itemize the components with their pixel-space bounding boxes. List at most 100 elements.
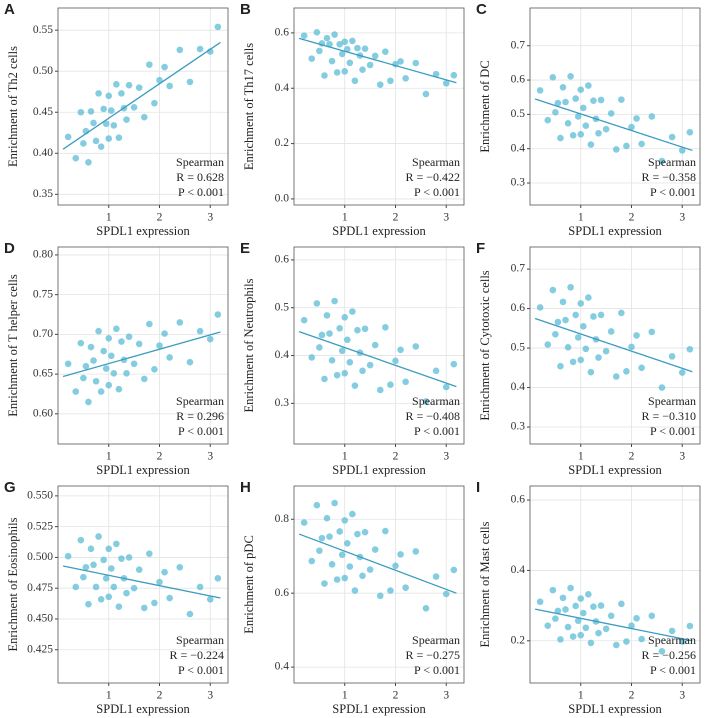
plot-background xyxy=(530,486,700,683)
stat-annotation: P < 0.001 xyxy=(178,424,224,438)
point xyxy=(552,330,559,338)
point xyxy=(577,595,585,602)
point xyxy=(544,116,552,124)
point xyxy=(123,370,130,377)
stat-annotation: Spearman xyxy=(648,633,696,647)
stat-annotation: Spearman xyxy=(176,155,224,169)
point xyxy=(607,110,615,117)
point xyxy=(658,157,666,165)
y-tick-label: 0.4 xyxy=(511,381,526,393)
point xyxy=(354,44,361,52)
plot-background xyxy=(58,8,228,205)
point xyxy=(331,31,338,38)
point xyxy=(80,140,87,147)
point xyxy=(618,309,625,317)
y-axis-title: Enrichment of pDC xyxy=(242,535,256,634)
point xyxy=(678,369,686,376)
x-axis-title: SPDL1 expression xyxy=(96,463,190,477)
point xyxy=(349,37,356,45)
point xyxy=(300,316,308,324)
point xyxy=(354,326,361,334)
point xyxy=(577,300,585,307)
y-tick-label: 0.50 xyxy=(33,65,53,77)
point xyxy=(574,334,582,341)
point xyxy=(628,123,635,131)
point xyxy=(562,316,569,324)
point xyxy=(442,383,450,391)
point xyxy=(331,499,338,507)
point xyxy=(612,146,620,153)
fit-line xyxy=(62,331,221,378)
point xyxy=(105,335,113,342)
panel-letter: G xyxy=(4,479,16,496)
x-tick-label: 3 xyxy=(443,212,449,224)
stat-annotation: P < 0.001 xyxy=(414,663,460,677)
point xyxy=(64,360,72,368)
point xyxy=(110,370,118,377)
point xyxy=(361,325,369,333)
point xyxy=(366,566,374,573)
point xyxy=(587,639,595,647)
point xyxy=(628,622,635,629)
point xyxy=(572,602,579,610)
y-tick-label: 0.80 xyxy=(33,249,53,261)
point xyxy=(402,74,409,82)
point xyxy=(387,587,394,594)
point xyxy=(85,398,92,406)
point xyxy=(595,129,602,137)
point xyxy=(102,575,110,582)
point xyxy=(308,354,316,361)
y-axis-title: Enrichment of Th17 cells xyxy=(242,43,256,170)
x-axis-title: SPDL1 expression xyxy=(568,702,662,716)
y-tick-label: 0.4 xyxy=(511,142,526,154)
point xyxy=(577,631,585,639)
stat-annotation: Spearman xyxy=(176,394,224,408)
x-tick-label: 2 xyxy=(629,451,635,463)
point xyxy=(166,82,173,90)
fit-line xyxy=(534,317,693,373)
y-axis-title: Enrichment of Th2 cells xyxy=(6,46,20,167)
point xyxy=(577,86,585,93)
point xyxy=(564,623,572,631)
y-tick-label: 0.4 xyxy=(275,349,290,361)
point xyxy=(123,589,130,597)
point xyxy=(371,341,379,349)
point xyxy=(557,362,564,370)
point xyxy=(343,539,351,547)
point xyxy=(392,357,399,365)
x-axis-title: SPDL1 expression xyxy=(332,463,426,477)
point xyxy=(638,364,645,372)
point xyxy=(349,510,356,518)
y-tick-label: 0.3 xyxy=(511,421,526,433)
point xyxy=(176,563,184,571)
point xyxy=(579,609,587,617)
point xyxy=(166,594,173,602)
point xyxy=(612,641,620,649)
y-tick-label: 0.4 xyxy=(511,564,526,576)
x-tick-label: 2 xyxy=(629,690,635,702)
point xyxy=(161,330,168,337)
point xyxy=(341,369,349,377)
stat-annotation: P < 0.001 xyxy=(650,424,696,438)
point xyxy=(648,328,656,336)
fit-line xyxy=(534,608,693,642)
point xyxy=(72,583,80,591)
point xyxy=(387,77,394,85)
x-axis-title: SPDL1 expression xyxy=(332,702,426,716)
x-tick-label: 2 xyxy=(629,212,635,224)
point xyxy=(382,527,389,535)
point xyxy=(572,311,579,319)
point xyxy=(161,63,168,71)
y-tick-label: 0.8 xyxy=(275,513,290,525)
point xyxy=(113,325,120,333)
point xyxy=(321,580,328,587)
point xyxy=(559,594,567,602)
x-tick-label: 3 xyxy=(679,451,685,463)
x-tick-label: 1 xyxy=(106,451,112,463)
y-tick-label: 0.550 xyxy=(27,489,53,501)
point xyxy=(549,286,557,294)
x-tick-label: 2 xyxy=(157,212,163,224)
point xyxy=(549,586,557,594)
point xyxy=(186,358,194,366)
